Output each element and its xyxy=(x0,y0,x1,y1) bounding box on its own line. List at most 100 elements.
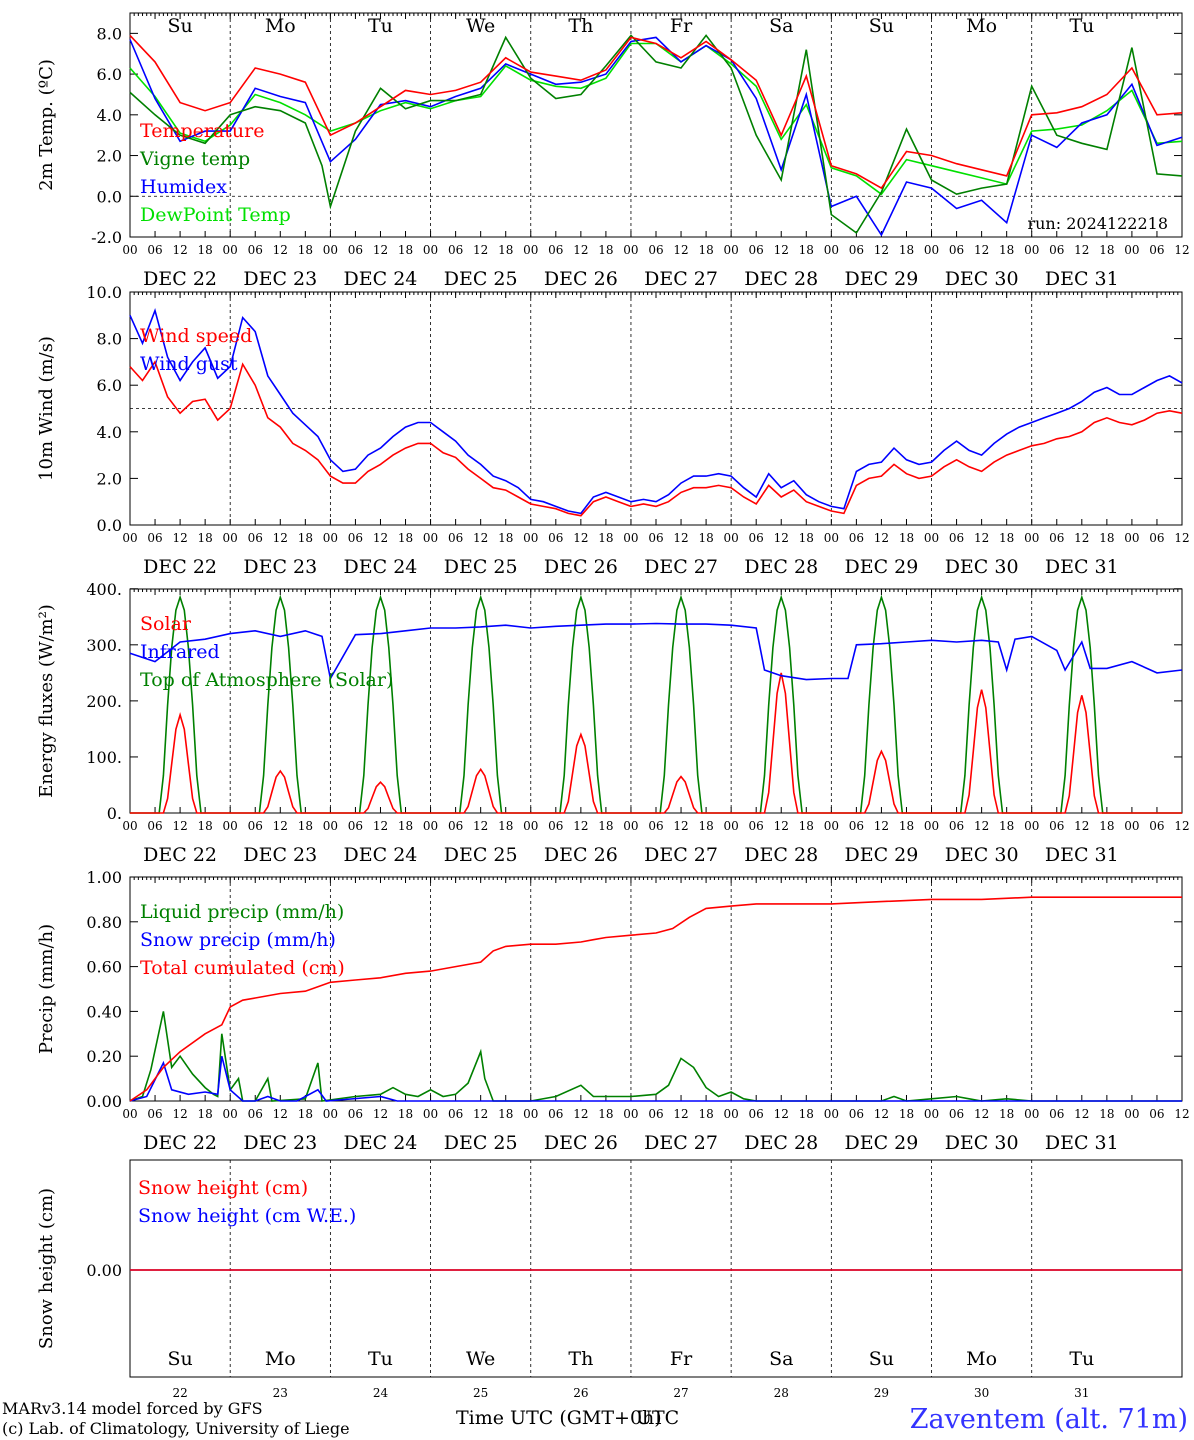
y-tick-label: 2.0 xyxy=(97,147,122,166)
x-hour-label: 06 xyxy=(1049,819,1064,833)
legend-entry: Vigne temp xyxy=(139,148,250,170)
x-date-label: DEC 29 xyxy=(844,1132,918,1154)
x-hour-label: 06 xyxy=(147,819,162,833)
x-date-label: DEC 24 xyxy=(344,1132,418,1154)
x-hour-label: 12 xyxy=(774,819,789,833)
day-number-label: 22 xyxy=(172,1386,187,1400)
x-hour-label: 06 xyxy=(949,531,964,545)
weekday-label: Fr xyxy=(670,15,693,37)
x-hour-label: 00 xyxy=(223,1107,238,1121)
x-hour-label: 06 xyxy=(1049,1107,1064,1121)
x-hour-label: 18 xyxy=(398,531,413,545)
x-hour-label: 00 xyxy=(122,1107,137,1121)
x-hour-label: 06 xyxy=(348,1107,363,1121)
day-number-label: 24 xyxy=(373,1386,389,1400)
x-date-label: DEC 22 xyxy=(143,1132,217,1154)
x-hour-label: 00 xyxy=(223,819,238,833)
x-hour-label: 00 xyxy=(623,531,638,545)
x-hour-label: 00 xyxy=(423,531,438,545)
x-hour-label: 00 xyxy=(223,243,238,257)
x-hour-label: 00 xyxy=(724,1107,739,1121)
weekday-label: Fr xyxy=(670,1348,693,1370)
y-tick-label: 6.0 xyxy=(97,65,122,84)
x-hour-label: 00 xyxy=(423,243,438,257)
x-hour-label: 06 xyxy=(749,531,764,545)
weekday-label: We xyxy=(466,15,495,37)
x-hour-label: 18 xyxy=(398,1107,413,1121)
x-hour-label: 12 xyxy=(1074,1107,1089,1121)
x-date-label: DEC 27 xyxy=(644,844,718,866)
x-hour-label: 18 xyxy=(198,531,213,545)
x-axis-title: Time UTC (GMT+0h) xyxy=(456,1407,662,1429)
y-tick-label: 6.0 xyxy=(97,376,122,395)
run-label: run: 2024122218 xyxy=(1027,214,1168,233)
x-hour-label: 12 xyxy=(373,1107,388,1121)
series-temperature xyxy=(129,34,1183,190)
x-hour-label: 06 xyxy=(348,819,363,833)
weekday-label: Mo xyxy=(966,1348,997,1370)
x-date-label: DEC 23 xyxy=(243,556,317,578)
day-number-label: 23 xyxy=(273,1386,288,1400)
weekday-label: Sa xyxy=(769,15,793,37)
x-date-label: DEC 31 xyxy=(1045,556,1119,578)
series-vigne-temp xyxy=(129,34,1183,235)
x-hour-label: 18 xyxy=(999,531,1014,545)
x-hour-label: 06 xyxy=(849,243,864,257)
x-date-label: DEC 29 xyxy=(844,268,918,290)
y-tick-label: 100. xyxy=(86,748,122,767)
x-hour-label: 06 xyxy=(248,819,263,833)
x-date-label: DEC 27 xyxy=(644,268,718,290)
x-hour-label: 00 xyxy=(824,531,839,545)
x-date-label: DEC 26 xyxy=(544,844,618,866)
lab-credit: (c) Lab. of Climatology, University of L… xyxy=(2,1419,350,1438)
weekday-label: Tu xyxy=(1069,15,1094,37)
x-hour-label: 18 xyxy=(498,531,513,545)
x-hour-label: 12 xyxy=(1074,819,1089,833)
weekday-label: Th xyxy=(568,15,593,37)
weekday-label: Mo xyxy=(966,15,997,37)
x-hour-label: 12 xyxy=(473,819,488,833)
weekday-label: Mo xyxy=(265,15,296,37)
x-hour-label: 12 xyxy=(573,1107,588,1121)
x-hour-label: 12 xyxy=(974,1107,989,1121)
weekday-label: Tu xyxy=(368,1348,393,1370)
series-snow xyxy=(129,1056,1182,1102)
x-hour-label: 18 xyxy=(799,531,814,545)
x-hour-label: 12 xyxy=(373,819,388,833)
y-tick-label: 200. xyxy=(86,692,122,711)
x-hour-label: 00 xyxy=(623,819,638,833)
x-hour-label: 06 xyxy=(548,1107,563,1121)
x-hour-label: 06 xyxy=(548,531,563,545)
x-hour-label: 12 xyxy=(774,531,789,545)
x-hour-label: 18 xyxy=(698,243,713,257)
day-number-label: 25 xyxy=(473,1386,488,1400)
series-infrared xyxy=(129,622,1183,681)
x-hour-label: 12 xyxy=(874,243,889,257)
x-hour-label: 06 xyxy=(648,531,663,545)
x-hour-label: 06 xyxy=(1049,531,1064,545)
y-tick-label: 1.00 xyxy=(86,868,122,887)
x-date-label: DEC 22 xyxy=(143,844,217,866)
day-number-label: 31 xyxy=(1074,1386,1089,1400)
y-axis-title: Precip (mm/h) xyxy=(36,924,57,1054)
x-hour-label: 06 xyxy=(448,1107,463,1121)
x-hour-label: 12 xyxy=(172,243,187,257)
x-hour-label: 12 xyxy=(974,531,989,545)
x-hour-label: 06 xyxy=(248,243,263,257)
y-axis-title: 2m Temp. (ºC) xyxy=(36,59,57,191)
x-hour-label: 00 xyxy=(1024,531,1039,545)
panel-2 xyxy=(129,291,1183,526)
x-hour-label: 00 xyxy=(523,243,538,257)
x-hour-label: 12 xyxy=(473,531,488,545)
weekday-label: Su xyxy=(869,15,894,37)
series-total xyxy=(129,896,1182,1102)
day-number-label: 27 xyxy=(673,1386,688,1400)
y-tick-label: 0.00 xyxy=(86,1261,122,1280)
day-number-label: 26 xyxy=(573,1386,588,1400)
series-wind-speed xyxy=(129,360,1183,517)
x-date-label: DEC 28 xyxy=(744,1132,818,1154)
x-hour-label: 06 xyxy=(248,1107,263,1121)
x-hour-label: 00 xyxy=(1024,819,1039,833)
y-tick-label: 10.0 xyxy=(86,283,122,302)
